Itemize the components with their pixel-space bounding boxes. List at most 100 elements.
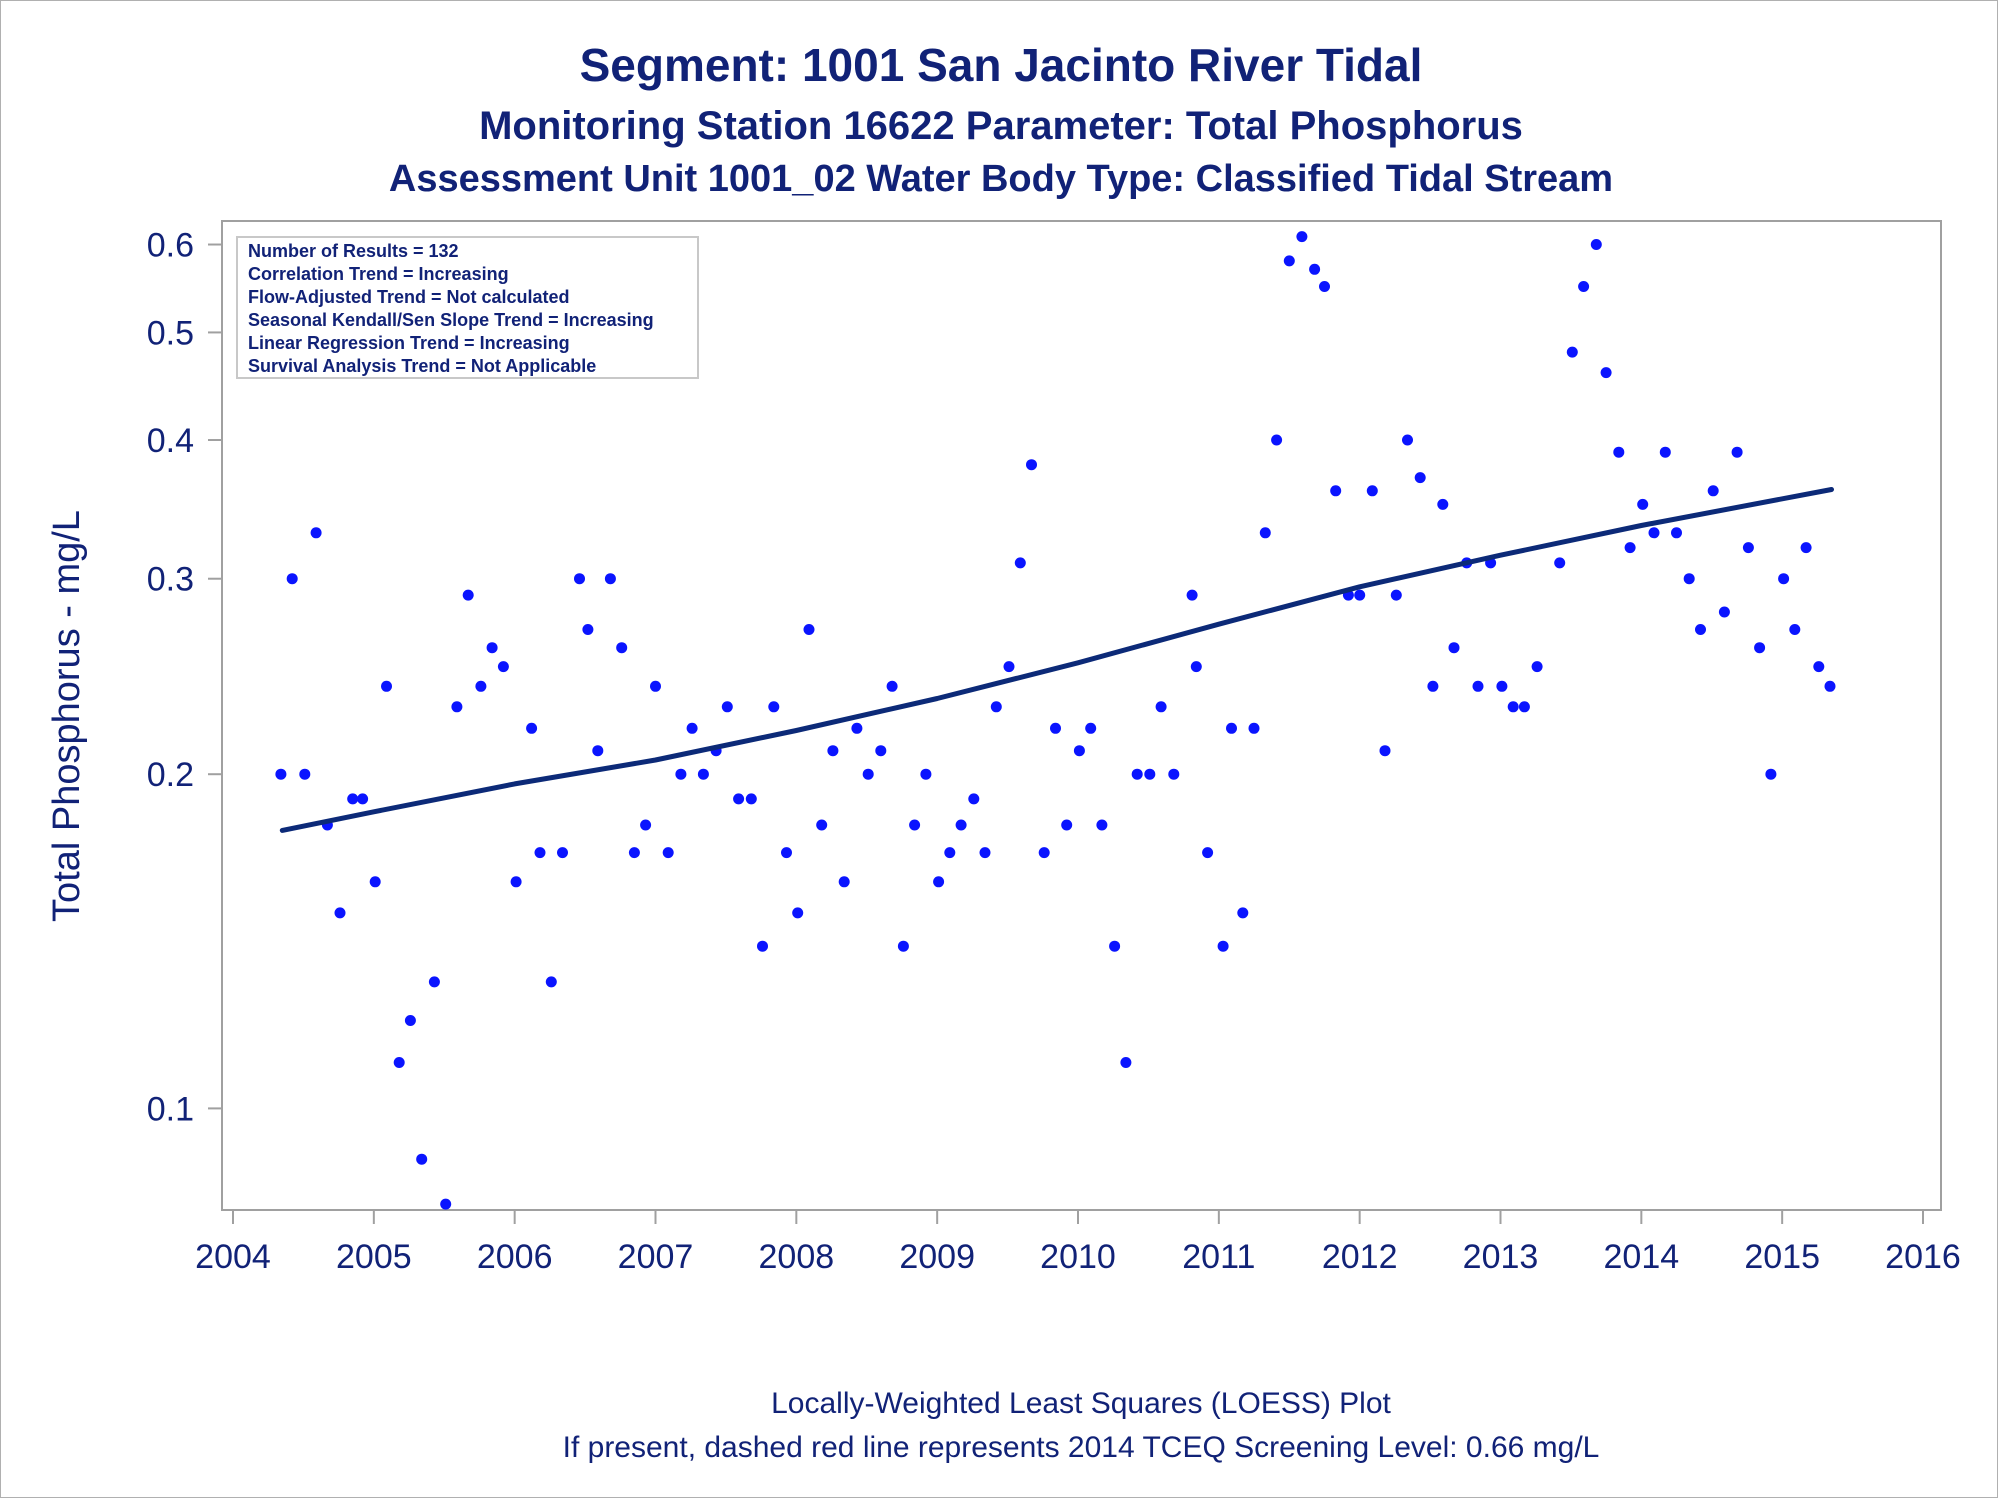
- data-point: [1566, 346, 1578, 358]
- data-point: [1590, 239, 1602, 250]
- data-point: [545, 976, 557, 988]
- chart-subtitle: Monitoring Station 16622 Parameter: Tota…: [479, 104, 1523, 148]
- data-point: [909, 819, 921, 831]
- y-tick-label: 0.1: [147, 1090, 194, 1128]
- data-point: [347, 793, 359, 805]
- data-point: [1778, 573, 1790, 585]
- data-point: [462, 589, 474, 601]
- plot-area: [221, 220, 1942, 1211]
- data-point: [886, 680, 898, 692]
- data-point: [757, 940, 768, 952]
- data-point: [733, 793, 745, 805]
- data-point: [1190, 661, 1202, 673]
- data-point: [1217, 940, 1229, 952]
- data-point: [1271, 434, 1283, 446]
- data-point: [686, 722, 698, 734]
- legend-line-results: Number of Results = 132: [248, 241, 459, 261]
- data-point: [1671, 527, 1682, 539]
- data-point: [428, 976, 440, 988]
- x-tick-label: 2005: [336, 1238, 412, 1276]
- data-point: [1237, 907, 1249, 919]
- data-point: [604, 573, 616, 585]
- data-point: [1578, 281, 1590, 292]
- data-point: [526, 722, 538, 734]
- data-point: [592, 745, 604, 757]
- x-tick-label: 2010: [1040, 1238, 1116, 1276]
- data-point: [1600, 367, 1612, 379]
- data-point: [1707, 485, 1719, 497]
- data-point: [1496, 680, 1508, 692]
- data-point: [803, 624, 815, 635]
- data-point: [1648, 527, 1660, 539]
- data-point: [1283, 255, 1295, 267]
- data-point: [768, 701, 780, 713]
- data-point: [1518, 701, 1530, 713]
- data-point: [1168, 768, 1180, 780]
- data-point: [1296, 231, 1308, 243]
- data-point: [662, 847, 674, 859]
- data-point: [968, 793, 980, 805]
- data-point: [1813, 661, 1825, 673]
- data-point: [1379, 745, 1391, 757]
- data-point: [1637, 498, 1649, 510]
- data-point: [1354, 589, 1366, 601]
- data-point: [369, 876, 381, 888]
- legend: Number of Results = 132 Correlation Tren…: [236, 236, 699, 379]
- y-tick-label: 0.6: [147, 227, 194, 265]
- data-point: [1427, 680, 1439, 692]
- data-point: [1061, 819, 1073, 831]
- data-point: [393, 1057, 405, 1068]
- chart-subtitle-2: Assessment Unit 1001_02 Water Body Type:…: [389, 158, 1613, 200]
- data-point: [510, 876, 522, 888]
- legend-line-linear-regression: Linear Regression Trend = Increasing: [248, 333, 570, 353]
- data-point: [574, 573, 585, 585]
- data-point: [557, 847, 568, 859]
- data-point: [1765, 768, 1777, 780]
- data-point: [851, 722, 863, 734]
- data-point: [1330, 485, 1342, 497]
- x-tick-label: 2016: [1885, 1238, 1961, 1276]
- data-point: [697, 768, 709, 780]
- data-point: [897, 940, 909, 952]
- footnote-screening-level: If present, dashed red line represents 2…: [563, 1431, 1600, 1464]
- data-point: [1437, 498, 1449, 510]
- data-marks: [275, 231, 1836, 1210]
- data-point: [1226, 722, 1237, 734]
- x-tick-label: 2008: [759, 1238, 835, 1276]
- data-point: [1155, 701, 1167, 713]
- data-point: [616, 642, 628, 654]
- x-axis: 2004 2005 2006 2007 2008 2009 2010 2011 2012 2013…: [195, 1210, 1961, 1276]
- data-point: [944, 847, 956, 859]
- data-point: [1144, 768, 1156, 780]
- data-point: [534, 847, 546, 859]
- data-point: [1683, 573, 1695, 585]
- y-tick-label: 0.3: [147, 561, 194, 599]
- x-tick-label: 2015: [1744, 1238, 1820, 1276]
- data-point: [862, 768, 874, 780]
- data-point: [1202, 847, 1214, 859]
- data-point: [1731, 446, 1743, 458]
- data-point: [1402, 434, 1413, 446]
- x-tick-label: 2007: [618, 1238, 694, 1276]
- data-point: [1554, 557, 1566, 569]
- x-tick-label: 2013: [1463, 1238, 1539, 1276]
- data-point: [1472, 680, 1484, 692]
- data-point: [875, 745, 887, 757]
- data-point: [1754, 642, 1766, 654]
- data-point: [1613, 446, 1625, 458]
- data-point: [497, 661, 509, 673]
- data-point: [1718, 606, 1730, 618]
- y-axis: 0.1 0.2 0.3 0.4 0.5 0.6: [147, 227, 222, 1128]
- legend-line-survival: Survival Analysis Trend = Not Applicable: [248, 356, 596, 376]
- data-point: [1073, 745, 1085, 757]
- data-point: [1319, 281, 1330, 292]
- legend-box: [236, 236, 699, 379]
- data-point: [792, 907, 804, 919]
- data-point: [475, 680, 487, 692]
- x-tick-label: 2006: [477, 1238, 553, 1276]
- y-tick-label: 0.4: [147, 422, 194, 460]
- data-point: [628, 847, 640, 859]
- data-point: [1003, 661, 1015, 673]
- data-point: [1026, 459, 1037, 471]
